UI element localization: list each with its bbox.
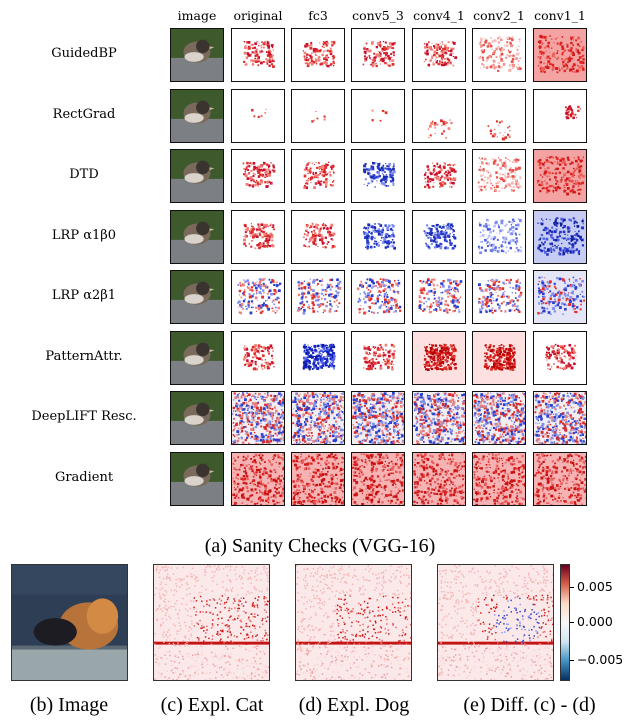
heatmap-cell [231,451,285,506]
heatmap-cell [291,270,345,324]
bird-image-cell [170,330,224,385]
heatmap-cell [412,451,466,506]
column-header: image [177,8,217,23]
heatmap-cell [351,88,405,143]
row-label: DTD [69,167,99,182]
bird-image-cell [170,391,224,445]
heatmap-cell [533,270,587,324]
caption-b: (b) Image [29,694,109,716]
heatmap-cell [472,28,526,82]
bird-image-cell [170,209,224,264]
heatmap-cell [412,88,466,143]
heatmap-cell [291,330,345,385]
heatmap-cell [412,209,466,264]
caption-c: (c) Expl. Cat [160,694,264,716]
heatmap-cell [472,391,526,445]
heatmap-cell [412,28,466,82]
heatmap-cell [351,149,405,203]
heatmap-cell [533,330,587,385]
difference-panel [437,564,554,681]
row-label: LRP α1β0 [51,227,117,243]
heatmap-cell [533,28,587,82]
bird-image-cell [170,451,224,506]
heatmap-cell [351,270,405,324]
heatmap-cell [231,330,285,385]
heatmap-cell [291,149,345,203]
row-label: LRP α2β1 [51,288,117,303]
colorbar-tick-1: 0.000 [577,614,613,629]
heatmap-cell [472,209,526,264]
heatmap-cell [533,391,587,445]
heatmap-cell [351,451,405,506]
heatmap-cell [533,451,587,506]
heatmap-cell [533,149,587,203]
heatmap-cell [472,451,526,506]
caption-e: (e) Diff. (c) - (d) [463,694,596,716]
row-label: Gradient [54,469,114,485]
caption-a: (a) Sanity Checks (VGG-16) [204,535,436,557]
colorbar-tick-2: −0.005 [577,652,624,667]
bird-image-cell [170,270,224,324]
heatmap-cell [533,209,587,264]
heatmap-cell [472,270,526,324]
row-label: GuidedBP [51,46,117,61]
heatmap-cell [533,88,587,143]
heatmap-cell [231,270,285,324]
heatmap-cell [291,209,345,264]
heatmap-cell [291,88,345,143]
column-header: fc3 [308,8,328,23]
bird-image-cell [170,88,224,143]
explanation-cat-panel [153,564,270,681]
bird-image-cell [170,28,224,82]
heatmap-cell [412,270,466,324]
heatmap-cell [351,28,405,82]
row-label: PatternAttr. [45,348,123,364]
colorbar [560,564,570,681]
heatmap-cell [351,330,405,385]
column-header: conv1_1 [534,8,586,23]
heatmap-cell [231,391,285,445]
heatmap-cell [412,330,466,385]
column-header: original [233,8,283,23]
heatmap-cell [351,391,405,445]
column-header: conv4_1 [413,8,465,23]
heatmap-cell [231,88,285,143]
heatmap-cell [472,88,526,143]
caption-d: (d) Expl. Dog [298,694,410,716]
heatmap-cell [291,28,345,82]
row-label: RectGrad [52,106,116,122]
heatmap-cell [412,391,466,445]
colorbar-tick-0: 0.005 [577,579,613,594]
heatmap-cell [231,149,285,203]
image-panel-b [11,564,128,681]
row-label: DeepLIFT Resc. [31,409,137,424]
column-header: conv5_3 [352,8,404,23]
heatmap-cell [351,209,405,264]
explanation-dog-panel [295,564,412,681]
heatmap-cell [472,149,526,203]
heatmap-cell [291,391,345,445]
heatmap-cell [472,330,526,385]
bird-image-cell [170,149,224,203]
column-header: conv2_1 [473,8,525,23]
heatmap-cell [231,209,285,264]
heatmap-cell [231,28,285,82]
heatmap-cell [412,149,466,203]
heatmap-cell [291,451,345,506]
